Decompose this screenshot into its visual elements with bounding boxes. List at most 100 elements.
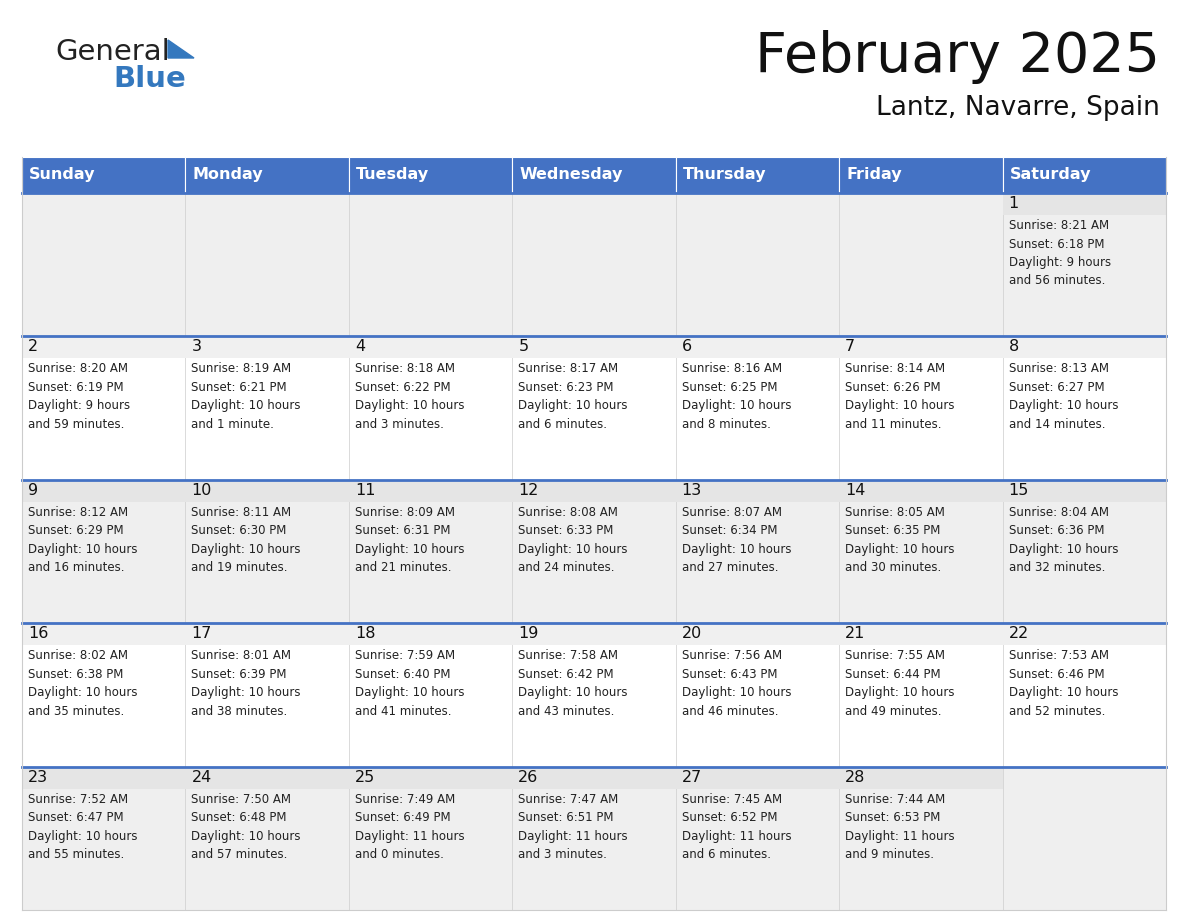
Bar (185, 480, 349, 623)
Text: 2: 2 (29, 340, 38, 354)
Bar (349, 480, 512, 623)
Text: Sunrise: 8:01 AM
Sunset: 6:39 PM
Daylight: 10 hours
and 38 minutes.: Sunrise: 8:01 AM Sunset: 6:39 PM Dayligh… (191, 649, 301, 718)
Text: Sunrise: 7:53 AM
Sunset: 6:46 PM
Daylight: 10 hours
and 52 minutes.: Sunrise: 7:53 AM Sunset: 6:46 PM Dayligh… (1009, 649, 1118, 718)
Bar (839, 480, 1003, 623)
Bar (1003, 767, 1165, 910)
Text: Sunrise: 7:56 AM
Sunset: 6:43 PM
Daylight: 10 hours
and 46 minutes.: Sunrise: 7:56 AM Sunset: 6:43 PM Dayligh… (682, 649, 791, 718)
Text: 27: 27 (682, 769, 702, 785)
Bar (512, 767, 676, 910)
Bar (676, 480, 839, 623)
Bar (349, 193, 512, 336)
Bar (1003, 623, 1165, 767)
Text: 14: 14 (845, 483, 866, 498)
Text: 28: 28 (845, 769, 866, 785)
Bar (23, 480, 185, 623)
Bar (349, 623, 512, 645)
Bar (512, 336, 676, 480)
Bar (349, 157, 512, 193)
Text: 1: 1 (1009, 196, 1019, 211)
Text: 11: 11 (355, 483, 375, 498)
Polygon shape (168, 40, 194, 58)
Text: Sunrise: 7:52 AM
Sunset: 6:47 PM
Daylight: 10 hours
and 55 minutes.: Sunrise: 7:52 AM Sunset: 6:47 PM Dayligh… (29, 792, 138, 861)
Bar (676, 193, 839, 336)
Bar (185, 623, 349, 767)
Text: 24: 24 (191, 769, 211, 785)
Text: Sunrise: 7:49 AM
Sunset: 6:49 PM
Daylight: 11 hours
and 0 minutes.: Sunrise: 7:49 AM Sunset: 6:49 PM Dayligh… (355, 792, 465, 861)
Bar (23, 193, 185, 336)
Bar (676, 767, 839, 789)
Bar (1003, 623, 1165, 645)
Text: Monday: Monday (192, 167, 263, 183)
Bar (349, 480, 512, 502)
Bar (512, 157, 676, 193)
Text: Sunrise: 7:55 AM
Sunset: 6:44 PM
Daylight: 10 hours
and 49 minutes.: Sunrise: 7:55 AM Sunset: 6:44 PM Dayligh… (845, 649, 955, 718)
Text: Sunrise: 7:44 AM
Sunset: 6:53 PM
Daylight: 11 hours
and 9 minutes.: Sunrise: 7:44 AM Sunset: 6:53 PM Dayligh… (845, 792, 955, 861)
Bar (839, 767, 1003, 910)
Bar (349, 336, 512, 480)
Bar (512, 480, 676, 623)
Bar (349, 623, 512, 767)
Bar (349, 767, 512, 910)
Bar (23, 336, 185, 480)
Bar (839, 336, 1003, 480)
Text: 8: 8 (1009, 340, 1019, 354)
Text: 6: 6 (682, 340, 691, 354)
Bar (839, 767, 1003, 789)
Text: 20: 20 (682, 626, 702, 641)
Bar (185, 336, 349, 480)
Text: Lantz, Navarre, Spain: Lantz, Navarre, Spain (876, 95, 1159, 121)
Bar (676, 767, 839, 910)
Bar (512, 193, 676, 336)
Text: Friday: Friday (846, 167, 902, 183)
Bar (349, 767, 512, 789)
Text: 23: 23 (29, 769, 49, 785)
Bar (1003, 157, 1165, 193)
Bar (23, 767, 185, 789)
Text: Sunrise: 8:20 AM
Sunset: 6:19 PM
Daylight: 9 hours
and 59 minutes.: Sunrise: 8:20 AM Sunset: 6:19 PM Dayligh… (29, 363, 131, 431)
Bar (23, 623, 185, 767)
Bar (23, 767, 185, 910)
Bar (1003, 193, 1165, 336)
Text: General: General (55, 38, 170, 66)
Text: Sunrise: 7:50 AM
Sunset: 6:48 PM
Daylight: 10 hours
and 57 minutes.: Sunrise: 7:50 AM Sunset: 6:48 PM Dayligh… (191, 792, 301, 861)
Bar (185, 157, 349, 193)
Bar (839, 336, 1003, 358)
Text: 25: 25 (355, 769, 375, 785)
Bar (676, 623, 839, 767)
Text: Saturday: Saturday (1010, 167, 1091, 183)
Text: Sunrise: 8:14 AM
Sunset: 6:26 PM
Daylight: 10 hours
and 11 minutes.: Sunrise: 8:14 AM Sunset: 6:26 PM Dayligh… (845, 363, 955, 431)
Bar (839, 623, 1003, 767)
Bar (1003, 193, 1165, 215)
Bar (185, 193, 349, 336)
Bar (185, 336, 349, 358)
Text: 19: 19 (518, 626, 538, 641)
Bar (676, 336, 839, 480)
Bar (512, 480, 676, 502)
Text: 12: 12 (518, 483, 538, 498)
Bar (839, 623, 1003, 645)
Text: Sunday: Sunday (29, 167, 95, 183)
Bar (185, 480, 349, 502)
Text: Thursday: Thursday (683, 167, 766, 183)
Text: 9: 9 (29, 483, 38, 498)
Text: 22: 22 (1009, 626, 1029, 641)
Text: 16: 16 (29, 626, 49, 641)
Text: Sunrise: 7:58 AM
Sunset: 6:42 PM
Daylight: 10 hours
and 43 minutes.: Sunrise: 7:58 AM Sunset: 6:42 PM Dayligh… (518, 649, 627, 718)
Bar (185, 767, 349, 789)
Text: Sunrise: 8:19 AM
Sunset: 6:21 PM
Daylight: 10 hours
and 1 minute.: Sunrise: 8:19 AM Sunset: 6:21 PM Dayligh… (191, 363, 301, 431)
Text: Sunrise: 8:12 AM
Sunset: 6:29 PM
Daylight: 10 hours
and 16 minutes.: Sunrise: 8:12 AM Sunset: 6:29 PM Dayligh… (29, 506, 138, 575)
Text: 10: 10 (191, 483, 211, 498)
Bar (349, 336, 512, 358)
Bar (23, 480, 185, 502)
Text: Blue: Blue (113, 65, 185, 93)
Bar (676, 480, 839, 502)
Bar (23, 623, 185, 645)
Text: 17: 17 (191, 626, 211, 641)
Text: 4: 4 (355, 340, 365, 354)
Text: Sunrise: 8:07 AM
Sunset: 6:34 PM
Daylight: 10 hours
and 27 minutes.: Sunrise: 8:07 AM Sunset: 6:34 PM Dayligh… (682, 506, 791, 575)
Bar (512, 336, 676, 358)
Bar (676, 336, 839, 358)
Text: Sunrise: 8:02 AM
Sunset: 6:38 PM
Daylight: 10 hours
and 35 minutes.: Sunrise: 8:02 AM Sunset: 6:38 PM Dayligh… (29, 649, 138, 718)
Text: Sunrise: 7:45 AM
Sunset: 6:52 PM
Daylight: 11 hours
and 6 minutes.: Sunrise: 7:45 AM Sunset: 6:52 PM Dayligh… (682, 792, 791, 861)
Text: Sunrise: 8:08 AM
Sunset: 6:33 PM
Daylight: 10 hours
and 24 minutes.: Sunrise: 8:08 AM Sunset: 6:33 PM Dayligh… (518, 506, 627, 575)
